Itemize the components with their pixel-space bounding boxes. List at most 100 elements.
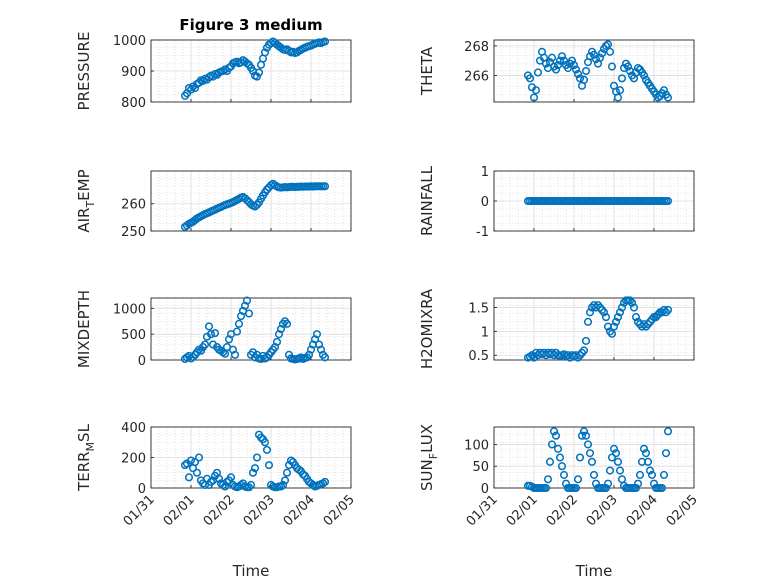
- data-point: [605, 466, 615, 475]
- data-point: [567, 56, 577, 65]
- data-point: [232, 327, 242, 336]
- data-point: [661, 449, 671, 458]
- y-axis-label: RAINFALL: [418, 165, 436, 236]
- data-point: [643, 457, 653, 466]
- data-point: [200, 340, 210, 349]
- y-tick-label: 0.5: [468, 349, 489, 364]
- subplot-1: 800 900 1000 PRESSURE: [75, 32, 352, 111]
- data-point: [583, 440, 593, 449]
- y-axis-label-subscript: M: [84, 442, 97, 452]
- data-point: [250, 464, 260, 473]
- y-axis-label: PRESSURE: [75, 32, 93, 111]
- y-tick-label: 200: [121, 452, 146, 467]
- data-point: [615, 308, 625, 317]
- data-point: [645, 466, 655, 475]
- data-point: [282, 319, 292, 328]
- data-point: [248, 468, 258, 477]
- data-point: [591, 55, 601, 64]
- data-point: [545, 58, 555, 67]
- data-point: [609, 322, 619, 331]
- y-axis-label-subscript: T: [84, 201, 97, 209]
- data-point: [222, 477, 232, 486]
- data-point: [541, 483, 551, 493]
- data-point: [597, 49, 607, 58]
- data-point: [320, 182, 330, 191]
- y-tick-label: 0: [138, 482, 146, 497]
- data-point: [547, 53, 557, 62]
- y-tick-label: 900: [121, 65, 146, 80]
- y-axis-label: THETA: [418, 46, 436, 96]
- y-tick-label: 400: [121, 421, 146, 436]
- data-point: [663, 93, 673, 102]
- data-point: [663, 196, 673, 206]
- x-axis-label-right: Time: [575, 562, 613, 580]
- data-point: [218, 348, 228, 357]
- data-point: [617, 74, 627, 83]
- data-point: [641, 449, 651, 458]
- data-point: [555, 453, 565, 462]
- data-point: [525, 74, 535, 83]
- data-point: [252, 453, 262, 462]
- data-point: [657, 483, 667, 493]
- data-point: [635, 470, 645, 479]
- data-point: [286, 456, 296, 465]
- data-point: [659, 470, 669, 479]
- data-point: [577, 431, 587, 440]
- data-point: [571, 65, 581, 74]
- y-tick-label: 500: [121, 328, 146, 343]
- subplot-6: 0.5 1 1.5 H2OMIXRA: [418, 288, 695, 369]
- data-point: [204, 73, 214, 82]
- data-point: [605, 47, 615, 56]
- data-point: [639, 71, 649, 80]
- data-point: [573, 475, 583, 484]
- data-point: [262, 445, 272, 454]
- axes-box: [493, 39, 695, 103]
- y-tick-label: 800: [121, 96, 146, 111]
- data-point: [190, 458, 200, 467]
- data-point: [242, 59, 252, 68]
- y-tick-label: 0: [481, 482, 489, 497]
- data-point: [647, 470, 657, 479]
- data-point: [230, 350, 240, 359]
- subplot-4: -1 0 1 RAINFALL: [418, 165, 695, 240]
- data-point: [603, 40, 613, 49]
- data-point: [659, 86, 669, 95]
- figure-title: Figure 3 medium: [179, 16, 322, 34]
- y-axis-label-main: AIR: [75, 208, 93, 233]
- axes-box: [150, 297, 352, 361]
- y-axis-label: SUNFLUX: [418, 424, 440, 491]
- y-axis-label-rest: LUX: [418, 424, 436, 453]
- data-point: [639, 444, 649, 453]
- data-point: [607, 62, 617, 71]
- y-tick-label: 50: [472, 460, 489, 475]
- data-point: [585, 449, 595, 458]
- data-point: [579, 427, 589, 436]
- data-point: [198, 76, 208, 85]
- data-point: [533, 68, 543, 77]
- data-point: [192, 468, 202, 477]
- data-point: [663, 305, 673, 314]
- data-point: [244, 309, 254, 318]
- data-point: [615, 466, 625, 475]
- data-point: [529, 93, 539, 102]
- data-point: [276, 482, 286, 491]
- subplot-2: 266 268 THETA: [418, 39, 695, 103]
- data-point: [575, 453, 585, 462]
- y-tick-label: 260: [121, 198, 146, 213]
- y-tick-label: 0: [481, 195, 489, 210]
- y-tick-label: 250: [121, 225, 146, 240]
- data-point: [244, 483, 254, 492]
- y-axis-label: MIXDEPTH: [75, 290, 93, 368]
- data-point: [557, 52, 567, 61]
- data-point: [569, 61, 579, 70]
- data-point: [613, 93, 623, 102]
- y-axis-label-rest: SL: [75, 423, 93, 442]
- y-tick-label: 1000: [113, 34, 146, 49]
- data-point: [250, 202, 260, 211]
- data-point: [204, 322, 214, 331]
- data-point: [278, 480, 288, 490]
- data-point: [615, 86, 625, 95]
- data-point: [549, 427, 559, 436]
- data-point: [188, 352, 198, 361]
